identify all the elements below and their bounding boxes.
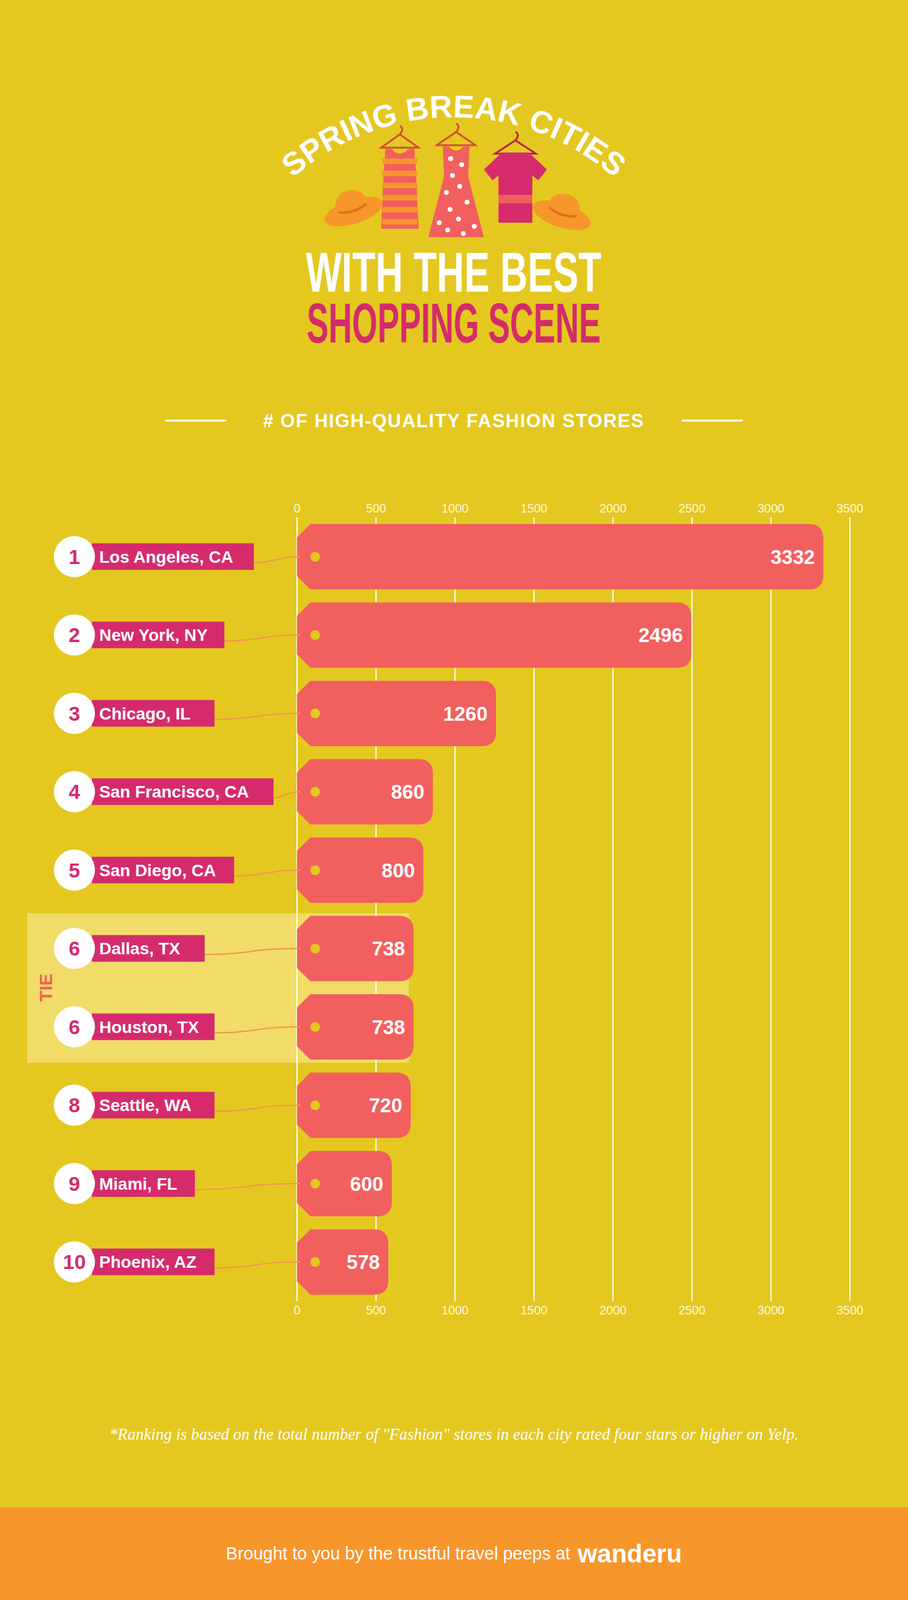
svg-text:738: 738 <box>372 937 406 960</box>
svg-text:500: 500 <box>365 1303 386 1317</box>
html-text:Brought to you by the trustful: Brought to you by the trustful travel pe… <box>226 1538 682 1568</box>
svg-text:New York, NY: New York, NY <box>99 625 209 645</box>
svg-text:2500: 2500 <box>678 1303 706 1317</box>
svg-text:San Diego, CA: San Diego, CA <box>99 860 216 880</box>
svg-text:1260: 1260 <box>443 702 488 725</box>
svg-text:Seattle, WA: Seattle, WA <box>99 1095 192 1115</box>
svg-text:Phoenix, AZ: Phoenix, AZ <box>99 1252 197 1271</box>
svg-text:Dallas, TX: Dallas, TX <box>99 938 181 958</box>
svg-text:San Francisco, CA: San Francisco, CA <box>99 782 249 801</box>
svg-text:4: 4 <box>68 779 81 803</box>
svg-text:800: 800 <box>381 859 415 882</box>
svg-text:1500: 1500 <box>520 1303 548 1317</box>
svg-text:6: 6 <box>68 936 81 960</box>
html-text:*Ranking is based on the total: *Ranking is based on the total number of… <box>109 1424 799 1443</box>
svg-text:2: 2 <box>68 623 81 647</box>
svg-text:1: 1 <box>68 545 81 569</box>
svg-text:720: 720 <box>369 1093 403 1117</box>
svg-text:Miami, FL: Miami, FL <box>99 1174 178 1193</box>
svg-text:6: 6 <box>68 1015 81 1039</box>
svg-text:738: 738 <box>372 1015 406 1039</box>
svg-text:3500: 3500 <box>836 501 864 515</box>
svg-text:2500: 2500 <box>678 501 706 515</box>
svg-text:SHOPPING SCENE: SHOPPING SCENE <box>306 292 601 354</box>
svg-text:2000: 2000 <box>599 501 627 515</box>
svg-text:10: 10 <box>62 1249 86 1273</box>
svg-text:1000: 1000 <box>441 501 469 515</box>
svg-text:9: 9 <box>68 1171 81 1195</box>
svg-text:SPRING BREAK CITIES: SPRING BREAK CITIES <box>274 88 633 183</box>
svg-text:8: 8 <box>68 1093 81 1117</box>
svg-text:860: 860 <box>391 780 425 803</box>
svg-text:Los Angeles, CA: Los Angeles, CA <box>99 547 233 567</box>
svg-text:2496: 2496 <box>638 623 683 647</box>
svg-text:600: 600 <box>350 1172 384 1195</box>
svg-text:3000: 3000 <box>757 501 785 515</box>
svg-text:3000: 3000 <box>757 1303 785 1317</box>
svg-text:500: 500 <box>365 501 386 515</box>
svg-text:Chicago, IL: Chicago, IL <box>99 704 191 723</box>
svg-text:0: 0 <box>293 1303 301 1317</box>
svg-text:0: 0 <box>293 501 301 515</box>
svg-text:3: 3 <box>68 701 81 725</box>
svg-text:2000: 2000 <box>599 1303 627 1317</box>
svg-text:3500: 3500 <box>836 1303 864 1317</box>
svg-text:1500: 1500 <box>520 501 548 515</box>
svg-text:5: 5 <box>68 858 81 882</box>
svg-text:1000: 1000 <box>441 1303 469 1317</box>
svg-text:# OF HIGH-QUALITY FASHION STOR: # OF HIGH-QUALITY FASHION STORES <box>263 410 645 432</box>
svg-text:3332: 3332 <box>770 545 815 569</box>
html-text:TIE: TIE <box>35 973 56 1002</box>
svg-text:WITH THE BEST: WITH THE BEST <box>305 241 739 304</box>
svg-text:578: 578 <box>346 1250 380 1273</box>
svg-text:Houston, TX: Houston, TX <box>99 1017 200 1037</box>
